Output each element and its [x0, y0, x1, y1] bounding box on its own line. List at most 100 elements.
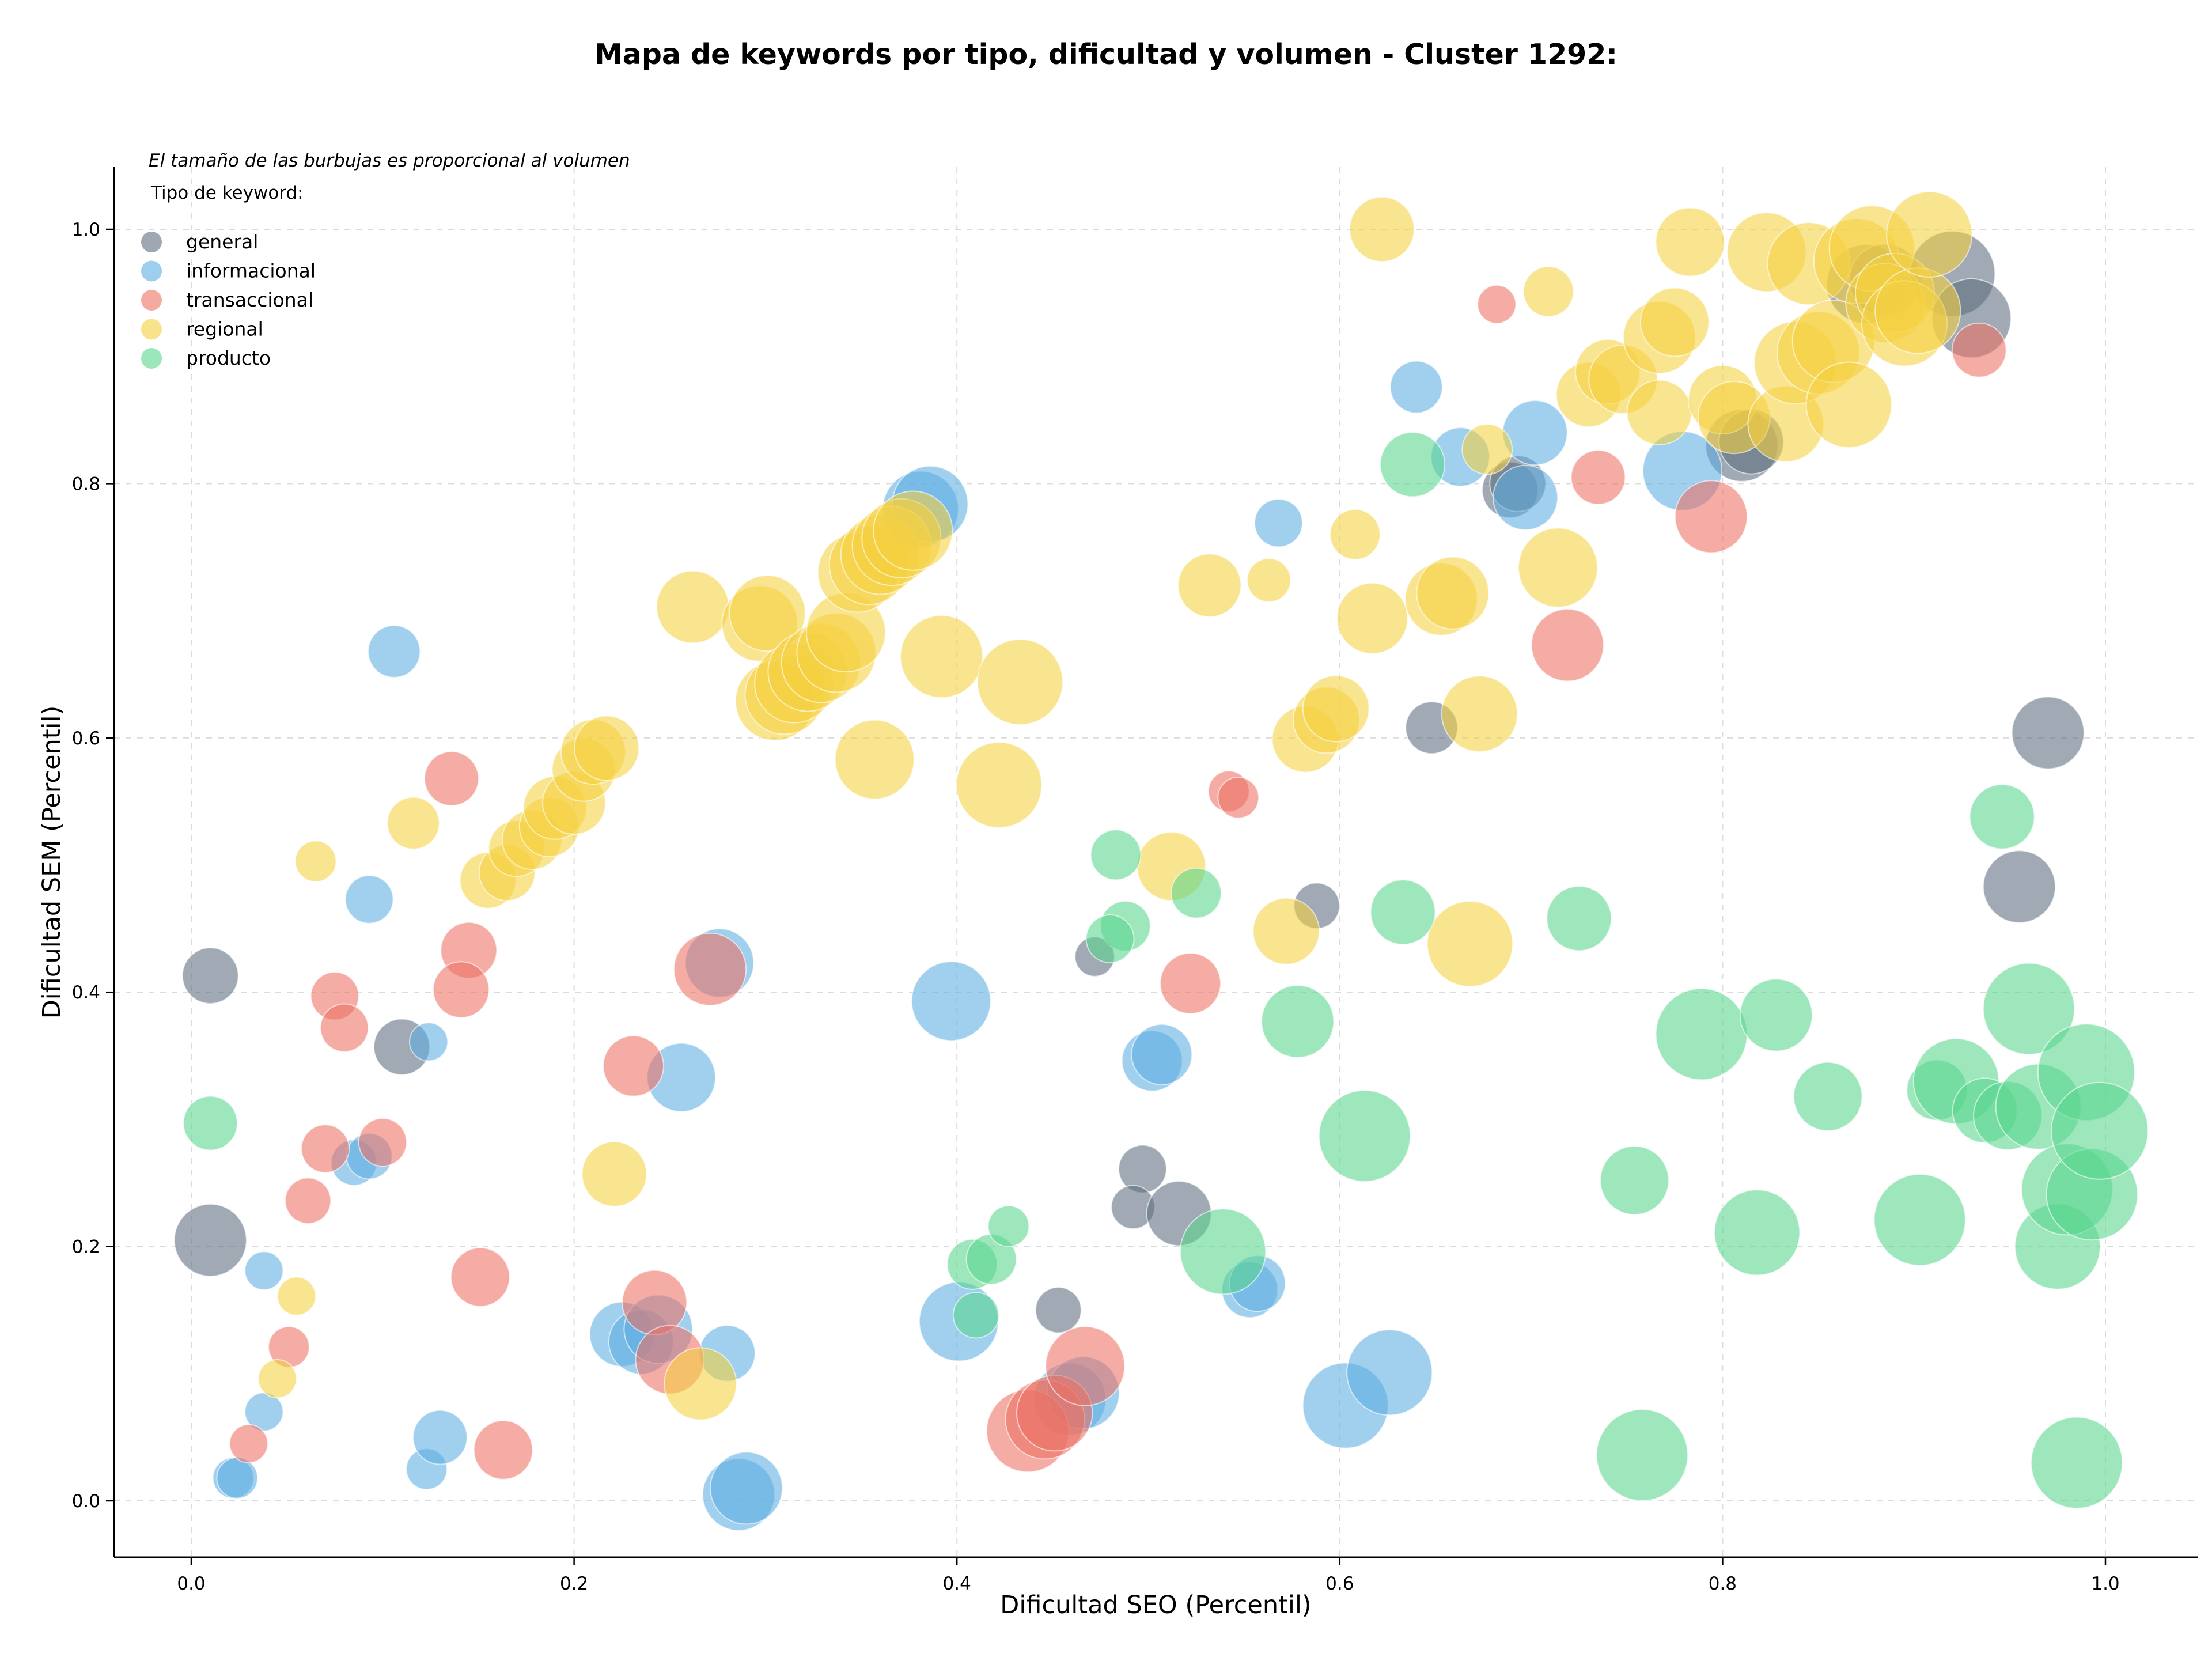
- data-point-informacional: [1493, 464, 1559, 531]
- data-point-producto: [1318, 1089, 1411, 1182]
- data-point-informacional: [1254, 498, 1303, 548]
- data-point-informacional: [216, 1456, 259, 1499]
- data-point-regional: [873, 490, 953, 571]
- data-point-producto: [1380, 432, 1446, 498]
- data-point-transaccional: [424, 751, 479, 807]
- data-point-regional: [1177, 553, 1242, 618]
- y-tick-label: 0.6: [72, 728, 100, 749]
- data-point-regional: [1302, 675, 1370, 743]
- data-point-regional: [1252, 897, 1320, 965]
- data-point-general: [2011, 696, 2085, 770]
- data-point-regional: [1522, 266, 1574, 317]
- data-point-regional: [574, 715, 640, 781]
- data-point-transaccional: [473, 1420, 533, 1480]
- data-point-transaccional: [603, 1035, 664, 1097]
- data-point-regional: [1626, 379, 1692, 445]
- data-point-regional: [1426, 901, 1513, 987]
- data-point-regional: [976, 638, 1064, 725]
- data-point-regional: [1655, 207, 1725, 277]
- data-point-producto: [1739, 978, 1813, 1052]
- x-axis-label: Dificultad SEO (Percentil): [1000, 1591, 1311, 1620]
- y-tick-label: 1.0: [72, 220, 100, 240]
- data-point-regional: [729, 574, 806, 652]
- data-point-transaccional: [1674, 480, 1748, 554]
- data-point-producto: [1600, 1145, 1669, 1216]
- data-point-transaccional: [320, 1003, 369, 1053]
- data-point-producto: [1085, 914, 1135, 963]
- data-point-general: [1035, 1287, 1082, 1334]
- data-point-general: [173, 1204, 247, 1277]
- data-point-producto: [1714, 1189, 1801, 1276]
- data-point-regional: [1336, 582, 1408, 654]
- data-point-transaccional: [1477, 285, 1517, 324]
- data-point-regional: [1349, 196, 1415, 262]
- legend-marker-general: [141, 232, 162, 252]
- data-point-regional: [956, 741, 1043, 828]
- data-point-informacional: [344, 875, 394, 924]
- data-point-producto: [1873, 1174, 1966, 1266]
- data-point-transaccional: [358, 1118, 407, 1167]
- data-point-transaccional: [301, 1124, 350, 1174]
- data-point-general: [1118, 1144, 1167, 1194]
- data-point-general: [181, 947, 239, 1004]
- data-point-producto: [1596, 1409, 1689, 1501]
- legend-label-producto: producto: [186, 347, 271, 369]
- data-point-producto: [1982, 962, 2075, 1055]
- legend-marker-producto: [141, 348, 162, 369]
- data-point-regional: [1874, 267, 1961, 354]
- legend-title: Tipo de keyword:: [150, 183, 304, 203]
- y-tick-label: 0.4: [72, 982, 100, 1003]
- data-point-regional: [294, 840, 337, 883]
- data-point-informacional: [1131, 1023, 1193, 1085]
- data-point-transaccional: [450, 1247, 510, 1307]
- data-point-regional: [581, 1141, 647, 1207]
- data-point-regional: [656, 570, 730, 644]
- legend-marker-regional: [141, 319, 162, 340]
- data-point-transaccional: [1531, 608, 1604, 682]
- data-point-transaccional: [1951, 322, 2007, 378]
- data-point-transaccional: [1160, 952, 1222, 1015]
- data-point-regional: [257, 1359, 297, 1399]
- chart-title: Mapa de keywords por tipo, dificultad y …: [594, 38, 1618, 71]
- legend-label-transaccional: transaccional: [186, 289, 313, 311]
- data-point-producto: [2031, 1416, 2123, 1509]
- data-point-producto: [1969, 784, 2035, 850]
- legend-label-regional: regional: [186, 318, 263, 340]
- data-point-informacional: [244, 1251, 284, 1291]
- data-point-transaccional: [1217, 777, 1260, 819]
- x-tick-label: 0.2: [560, 1573, 588, 1594]
- data-point-producto: [1793, 1061, 1863, 1132]
- data-point-transaccional: [229, 1424, 268, 1463]
- y-tick-label: 0.2: [72, 1237, 100, 1258]
- x-tick-label: 0.0: [177, 1573, 205, 1594]
- data-point-regional: [1639, 287, 1710, 357]
- data-point-informacional: [710, 1451, 783, 1525]
- data-point-regional: [1805, 361, 1892, 448]
- x-tick-label: 0.8: [1709, 1573, 1737, 1594]
- y-tick-label: 0.8: [72, 474, 100, 494]
- data-point-producto: [1655, 987, 1748, 1081]
- data-point-regional: [1416, 556, 1490, 630]
- data-point-regional: [834, 719, 915, 800]
- data-point-transaccional: [1045, 1326, 1126, 1406]
- data-point-informacional: [368, 625, 421, 678]
- data-point-regional: [1441, 675, 1518, 752]
- data-point-transaccional: [433, 961, 490, 1019]
- x-tick-label: 0.4: [943, 1573, 971, 1594]
- data-point-regional: [1330, 509, 1381, 561]
- data-point-informacional: [1502, 400, 1568, 466]
- x-tick-label: 1.0: [2091, 1573, 2119, 1594]
- data-point-producto: [1370, 879, 1436, 945]
- data-point-producto: [2051, 1081, 2149, 1180]
- data-point-regional: [387, 796, 440, 850]
- data-point-regional: [1461, 423, 1513, 475]
- legend-marker-informacional: [141, 260, 162, 282]
- legend-label-informacional: informacional: [186, 260, 316, 282]
- data-point-regional: [1247, 558, 1291, 603]
- data-point-informacional: [1346, 1329, 1433, 1416]
- data-point-general: [1982, 850, 2056, 924]
- data-point-producto: [1546, 886, 1612, 952]
- legend-marker-transaccional: [141, 290, 162, 311]
- data-point-informacional: [1389, 360, 1443, 414]
